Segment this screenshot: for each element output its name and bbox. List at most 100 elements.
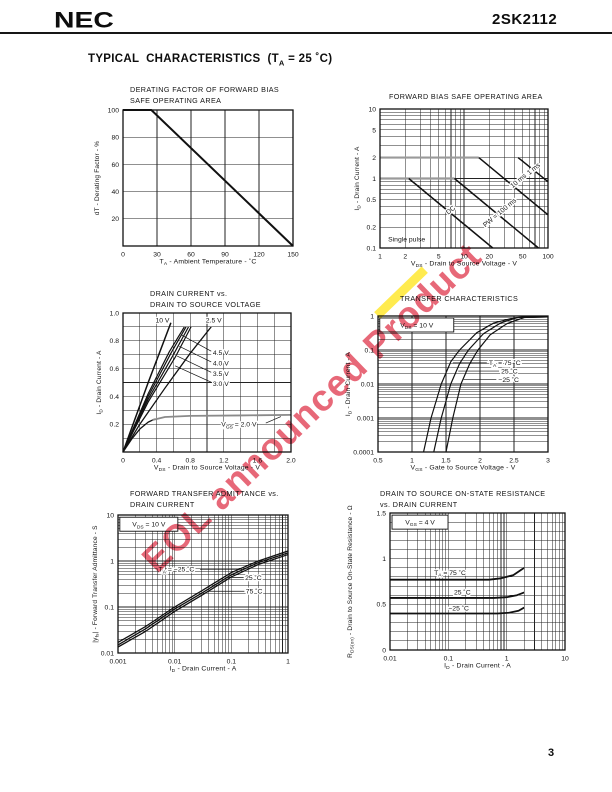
gridlines: [389, 512, 566, 651]
svg-text:DERATING FACTOR OF FORWARD BIA: DERATING FACTOR OF FORWARD BIAS: [130, 85, 279, 94]
tick-labels: 100 80 60 40 20 0 30 60 90 120 150: [108, 107, 299, 258]
svg-text:VGS - Gate to Source Voltage -: VGS - Gate to Source Voltage - V: [411, 465, 516, 474]
svg-text:50: 50: [519, 254, 527, 261]
annotation: −25 ˚C: [497, 375, 520, 386]
series-pw-100ms-line: [453, 177, 539, 249]
svg-text:0: 0: [121, 252, 125, 259]
svg-text:60: 60: [187, 252, 195, 259]
svg-text:10: 10: [460, 254, 468, 261]
svg-text:ID - Drain Current - A: ID - Drain Current - A: [96, 350, 104, 415]
svg-text:0.01: 0.01: [101, 650, 114, 657]
svg-text:1: 1: [378, 254, 382, 261]
svg-text:1: 1: [410, 458, 414, 465]
series-vgs-2p0v-rise: [122, 418, 156, 453]
series-vgs-2p5v-curve: [122, 326, 212, 453]
svg-text:3.5 V: 3.5 V: [213, 371, 229, 378]
svg-text:DRAIN TO SOURCE VOLTAGE: DRAIN TO SOURCE VOLTAGE: [150, 300, 261, 309]
annotation: 75 ˚C: [244, 586, 263, 597]
annotation: VGS = 2.0 V: [220, 420, 258, 431]
svg-text:3: 3: [546, 458, 550, 465]
svg-text:120: 120: [253, 252, 265, 259]
svg-text:0.01: 0.01: [168, 659, 181, 666]
svg-text:SAFE OPERATING AREA: SAFE OPERATING AREA: [130, 96, 221, 105]
series-ta-25c-curve: [117, 552, 289, 646]
annotation: 2.5 V: [204, 316, 223, 326]
svg-text:10 V: 10 V: [155, 317, 169, 324]
svg-text:TA = 75 ˚C: TA = 75 ˚C: [489, 359, 521, 369]
svg-text:100: 100: [542, 254, 554, 261]
page-number: 3: [548, 747, 555, 759]
leader-line: [179, 346, 212, 363]
svg-text:Single pulse: Single pulse: [388, 237, 425, 244]
svg-text:|yfs| - Forward Transfer Admit: |yfs| - Forward Transfer Admittance - S: [92, 525, 100, 643]
svg-text:1: 1: [505, 656, 509, 663]
svg-text:ID - Drain Current - A: ID - Drain Current - A: [354, 146, 362, 211]
svg-text:DRAIN TO SOURCE ON-STATE RESIS: DRAIN TO SOURCE ON-STATE RESISTANCE: [380, 489, 546, 498]
svg-text:20: 20: [111, 216, 119, 223]
annotation: 25 ˚C: [453, 587, 472, 598]
svg-text:0.4: 0.4: [152, 458, 162, 465]
annotation: 3.5 V: [212, 370, 231, 380]
svg-text:2: 2: [403, 254, 407, 261]
svg-text:4.0 V: 4.0 V: [213, 361, 229, 368]
leader-line: [265, 416, 282, 424]
svg-text:DRAIN CURRENT: DRAIN CURRENT: [130, 500, 195, 509]
svg-text:20: 20: [486, 254, 494, 261]
annotation: TA = 75 ˚C: [488, 358, 522, 370]
svg-text:1: 1: [382, 556, 386, 563]
svg-text:2: 2: [372, 155, 376, 162]
annotation: 4.5 V: [212, 349, 231, 359]
svg-text:25 ˚C: 25 ˚C: [454, 588, 471, 596]
svg-text:0.001: 0.001: [109, 659, 126, 666]
svg-text:0.01: 0.01: [361, 381, 374, 388]
svg-text:10: 10: [106, 512, 114, 519]
svg-text:150: 150: [287, 252, 299, 259]
svg-text:1: 1: [370, 313, 374, 320]
svg-text:2.0: 2.0: [286, 458, 296, 465]
annotation: TA = −25 ˚C: [157, 564, 195, 576]
series-dc-line: [408, 177, 494, 249]
tick-labels: 1 0.1 0.01 0.001 0.0001 0.5 1 1.5 2 2.5 3: [353, 313, 550, 464]
annotation: VGS = 4 V: [391, 514, 449, 530]
svg-text:dT - Derating Factor - %: dT - Derating Factor - %: [94, 141, 101, 215]
svg-text:1: 1: [372, 176, 376, 183]
svg-text:0.2: 0.2: [367, 224, 377, 231]
svg-text:1.5: 1.5: [441, 458, 451, 465]
svg-text:0.1: 0.1: [105, 604, 115, 611]
svg-text:10: 10: [368, 106, 376, 113]
svg-text:VDS - Drain to Source Voltage: VDS - Drain to Source Voltage - V: [411, 261, 518, 270]
plot-frame: [377, 315, 549, 453]
series-ta-minus25c-curve: [390, 606, 525, 615]
series-pw-1ms-line: [517, 156, 549, 183]
svg-text:0: 0: [382, 647, 386, 654]
annotation: 4.0 V: [212, 359, 231, 369]
svg-text:TA - Ambient Temperature - ˚C: TA - Ambient Temperature - ˚C: [160, 258, 257, 268]
tick-labels: 1.5 1 0.5 0 0.01 0.1 1 10: [377, 510, 569, 662]
svg-text:VDS = 10 V: VDS = 10 V: [400, 322, 434, 331]
plot-frame: [122, 312, 292, 453]
chart-derating-factor: 100 80 60 40 20 0 30 60 90 120 150 TA - Ambient Tem…: [94, 85, 299, 267]
svg-text:0.5: 0.5: [367, 197, 377, 204]
svg-text:0.01: 0.01: [383, 656, 396, 663]
svg-text:0.1: 0.1: [227, 659, 237, 666]
svg-text:2: 2: [478, 458, 482, 465]
annotation: 10 ms: [508, 171, 530, 191]
section-title: TYPICAL CHARACTERISTICS (TA = 25 ˚C): [88, 53, 333, 68]
annotation: PW = 100 ms: [481, 196, 520, 231]
svg-text:vs. DRAIN CURRENT: vs. DRAIN CURRENT: [380, 500, 458, 509]
svg-text:TRANSFER CHARACTERISTICS: TRANSFER CHARACTERISTICS: [400, 294, 518, 303]
svg-text:0.8: 0.8: [110, 338, 120, 345]
tick-labels: 1.0 0.8 0.6 0.4 0.2 0 0.4 0.8 1.2 1.6 2.0: [110, 310, 296, 464]
svg-text:0.8: 0.8: [185, 458, 195, 465]
series-derating-line: [123, 109, 294, 247]
svg-text:2.5 V: 2.5 V: [206, 317, 222, 324]
svg-text:VDS - Drain to Source Voltage: VDS - Drain to Source Voltage - V: [154, 465, 261, 474]
svg-text:90: 90: [221, 252, 229, 259]
svg-text:TA = 75 ˚C: TA = 75 ˚C: [434, 569, 466, 579]
svg-text:0.1: 0.1: [367, 245, 377, 252]
svg-text:1: 1: [110, 558, 114, 565]
svg-text:10 ms: 10 ms: [509, 172, 528, 190]
